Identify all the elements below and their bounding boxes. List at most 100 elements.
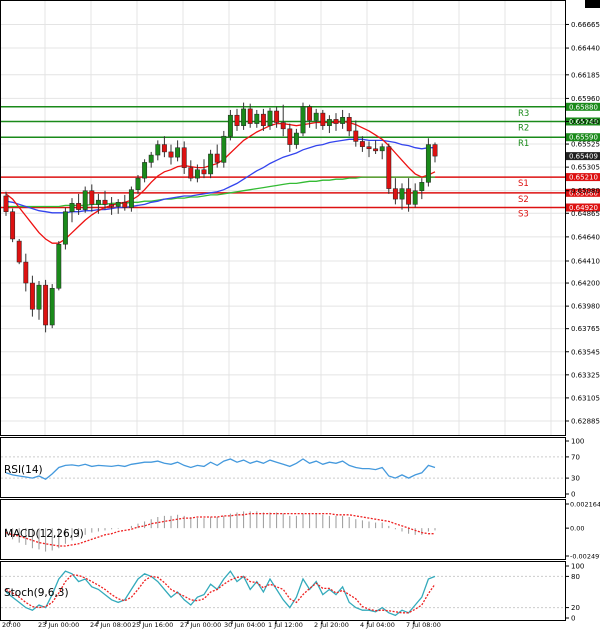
price-axis-label: 0.65740 (571, 118, 600, 126)
candle-body (43, 284, 49, 326)
price-axis-label: 0.65525 (571, 141, 600, 149)
price-axis-label: 0.65960 (571, 95, 600, 103)
candle-body (227, 114, 233, 137)
price-axis-label: 0.63980 (571, 303, 600, 311)
grid-layer (1, 1, 565, 435)
candle-body (386, 146, 392, 189)
level-label-s3: S3 (518, 210, 529, 220)
level-price-text-s1: 0.65210 (569, 174, 598, 182)
macd-axis-label: 0.00 (570, 525, 584, 533)
candle-body (188, 167, 194, 179)
candle-body (115, 202, 121, 207)
level-price-text-r3: 0.65880 (569, 103, 598, 111)
ma-green-line (6, 176, 435, 208)
candle-body (135, 177, 141, 190)
stoch-axis-label: 20 (571, 604, 580, 612)
candle-body (373, 148, 379, 152)
candle-body (254, 113, 260, 124)
pivot-levels-layer: R3 0.65880 R2 0.65740 R1 0.65590 S1 0.65210 S2 0.… (1, 102, 600, 220)
price-axis-label: 0.65305 (571, 164, 600, 172)
candle-body (392, 188, 398, 200)
candle-body (359, 141, 365, 147)
stoch-panel-label: Stoch(9,6,3) (4, 587, 69, 599)
price-axis-label: 0.63765 (571, 325, 600, 333)
ma-red-line (5, 120, 436, 244)
candle-body (181, 147, 187, 168)
candle-body (128, 189, 134, 208)
candle-body (340, 117, 346, 124)
price-axis-label: 0.63325 (571, 371, 600, 379)
price-axis-label: 0.66440 (571, 45, 600, 53)
level-label-s1: S1 (518, 179, 529, 189)
time-axis-label: 1 Jul 12:00 (268, 621, 303, 629)
candle-body (333, 119, 339, 124)
stoch-axis-label: 0 (571, 615, 575, 623)
candle-body (260, 113, 266, 126)
time-axis-label: 4 Jul 04:00 (360, 621, 395, 629)
macd-panel-frame (0, 499, 566, 560)
time-axis-label: 24 Jun 08:00 (90, 621, 131, 629)
candle-body (201, 169, 207, 175)
candle-body (62, 211, 68, 245)
candle-body (208, 153, 214, 175)
level-price-tag-r1 (566, 133, 600, 142)
candle-body (379, 146, 385, 152)
candle-body (221, 135, 227, 163)
candle-body (419, 182, 425, 191)
rsi-axis-label: 100 (571, 438, 584, 446)
stoch-signal-line (5, 574, 436, 614)
candle-body (36, 284, 42, 310)
main-panel-frame (0, 0, 566, 436)
candle-body (168, 151, 174, 158)
price-axis-label: 0.65080 (571, 187, 600, 195)
candle-body (56, 243, 62, 289)
candle-body (148, 154, 154, 163)
candle-body (142, 162, 148, 179)
candle-body (102, 199, 108, 205)
candle-body (313, 112, 319, 121)
candle-body (399, 188, 405, 200)
candle-body (161, 144, 167, 153)
rsi-axis-label: 70 (571, 453, 580, 461)
level-label-r2: R2 (518, 123, 529, 133)
stoch-panel-frame (0, 561, 566, 621)
level-price-tag-s1 (566, 173, 600, 182)
level-price-text-s2: 0.65060 (569, 189, 598, 197)
candle-body (406, 188, 412, 205)
price-axis-label: 0.66665 (571, 21, 600, 29)
candle-body (274, 110, 280, 123)
candle-body (307, 106, 313, 121)
level-price-text-r1: 0.65590 (569, 134, 598, 142)
current-price-tag (566, 152, 600, 161)
candle-body (326, 119, 332, 126)
candle-body (346, 117, 352, 132)
candle-body (49, 288, 55, 326)
candle-body (214, 153, 220, 163)
candle-body (3, 195, 9, 212)
rsi-axis-label: 0 (571, 491, 575, 499)
time-axis-label: 25 Jun 16:00 (132, 621, 173, 629)
candle-body (122, 202, 128, 208)
candle-body (23, 261, 29, 284)
level-price-text-s3: 0.64920 (569, 204, 598, 212)
candle-body (353, 130, 359, 142)
candle-body (280, 122, 286, 130)
rsi-line (5, 458, 436, 480)
candle-body (29, 282, 35, 310)
stoch-axis-label: 80 (571, 573, 580, 581)
candle-body (267, 110, 273, 126)
candles-layer (3, 102, 438, 333)
level-price-tag-r2 (566, 117, 600, 126)
time-axis-label: 30 Jun 04:00 (224, 621, 265, 629)
candle-body (241, 108, 247, 126)
candle-body (432, 144, 438, 157)
macd-axis-label: -0.002497 (570, 553, 600, 561)
time-axis-label: 20:00 (2, 621, 21, 629)
level-price-tag-r3 (566, 102, 600, 111)
rsi-panel-label: RSI(14) (4, 464, 43, 476)
time-axis-label: 27 Jun 00:00 (180, 621, 221, 629)
candle-body (76, 203, 82, 210)
candle-body (320, 112, 326, 126)
candle-body (412, 190, 418, 205)
